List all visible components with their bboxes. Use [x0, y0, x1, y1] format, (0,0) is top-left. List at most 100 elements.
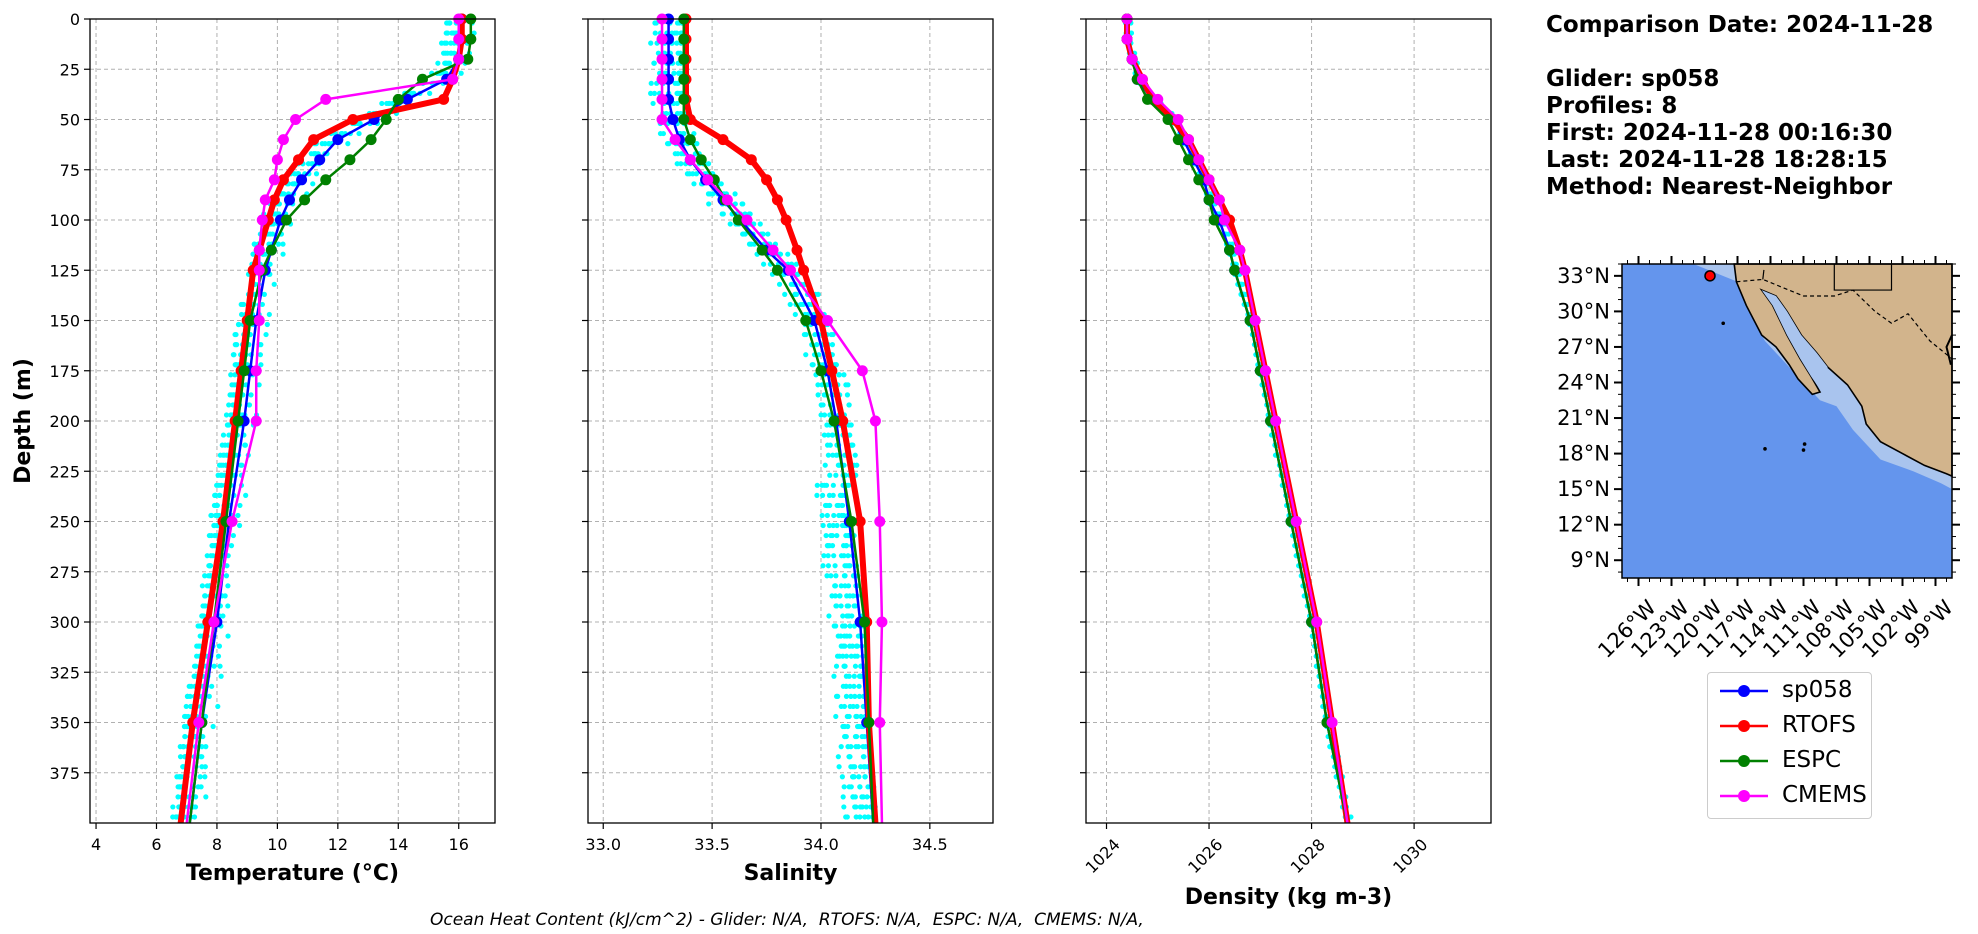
profile-point: [280, 251, 286, 257]
profile-point: [674, 40, 680, 46]
profile-point: [1128, 30, 1134, 36]
data-point-espc: [678, 33, 690, 45]
profile-point: [739, 201, 745, 207]
data-point-cmems: [1126, 53, 1138, 65]
profile-point: [674, 30, 680, 36]
legend-item-rtofs: RTOFS: [1714, 710, 1864, 740]
profile-point: [825, 543, 831, 549]
data-point-rtofs: [277, 174, 289, 186]
data-point-rtofs: [717, 134, 729, 146]
data-point-cmems: [669, 134, 681, 146]
profile-point: [833, 573, 839, 579]
profile-point: [814, 342, 820, 348]
profile-point: [843, 673, 850, 679]
profile-point: [857, 814, 863, 820]
profile-point: [843, 814, 849, 820]
profile-point: [841, 512, 847, 519]
profile-point: [848, 764, 854, 770]
profile-point: [838, 633, 844, 639]
profile-point: [788, 281, 794, 287]
profile-point: [847, 683, 853, 689]
profile-point: [224, 563, 230, 569]
data-point-cmems: [250, 365, 262, 377]
data-point-cmems: [1234, 244, 1246, 256]
data-point-espc: [299, 194, 311, 206]
profile-point: [854, 643, 860, 649]
data-point-cmems: [268, 174, 280, 186]
profile-point: [860, 794, 866, 800]
profile-point: [819, 512, 825, 519]
data-point-cmems: [1183, 134, 1195, 146]
profile-point: [194, 653, 200, 659]
profile-point: [220, 462, 226, 468]
profile-point: [822, 462, 828, 468]
profile-point: [258, 342, 264, 348]
profile-point: [311, 151, 317, 157]
x-tick-label: 33.0: [585, 835, 621, 854]
legend-swatch-espc: [1720, 755, 1768, 767]
data-point-cmems: [253, 315, 265, 326]
profile-point: [209, 683, 215, 689]
profile-point: [852, 804, 858, 810]
profile-point: [850, 593, 856, 599]
profile-point: [218, 673, 224, 679]
legend: sp058 RTOFS ESPC CMEMS: [1707, 672, 1872, 819]
profile-point: [192, 804, 199, 810]
profile-point: [258, 362, 264, 368]
data-point-cmems: [453, 33, 465, 45]
data-point-espc: [244, 315, 256, 326]
profile-point: [204, 553, 210, 559]
profile-point: [854, 462, 860, 468]
profile-point: [281, 191, 287, 197]
data-point-cmems: [226, 516, 238, 527]
last-time: Last: 2024-11-28 18:28:15: [1546, 147, 1888, 173]
profile-point: [824, 512, 830, 519]
y-tick-label: 50: [60, 111, 80, 130]
profile-point: [674, 110, 681, 117]
data-point-sp058: [332, 134, 344, 146]
series-line-rtofs: [1124, 19, 1351, 824]
profile-point: [824, 442, 831, 448]
map-state-line: [1833, 264, 1893, 291]
profile-point: [833, 603, 839, 609]
profile-point: [852, 653, 858, 659]
profile-point: [671, 70, 677, 76]
location-map: 33°N30°N27°N24°N21°N18°N15°N12°N9°N126°W…: [1557, 256, 1960, 663]
profile-point: [831, 673, 837, 679]
profile-point: [216, 462, 223, 468]
profile-point: [214, 502, 220, 509]
profile-point: [442, 60, 448, 66]
profile-point: [835, 462, 841, 468]
data-point-cmems: [822, 315, 834, 326]
data-point-espc: [280, 214, 292, 226]
profile-point: [853, 713, 859, 720]
profile-point: [843, 653, 850, 659]
map-lat-label: 27°N: [1557, 335, 1610, 359]
data-point-cmems: [453, 53, 465, 65]
map-lat-label: 33°N: [1557, 264, 1610, 288]
profile-point: [230, 532, 236, 539]
data-point-cmems: [253, 244, 265, 256]
profile-point: [842, 663, 848, 669]
y-tick-label: 25: [60, 60, 80, 79]
legend-label: sp058: [1782, 677, 1853, 703]
profile-point: [847, 563, 853, 569]
data-point-cmems: [856, 365, 868, 377]
profile-point: [237, 502, 243, 509]
profile-point: [863, 804, 869, 810]
profile-point: [862, 764, 868, 770]
profile-point: [776, 281, 783, 287]
profile-point: [850, 703, 856, 710]
profile-point: [248, 392, 254, 398]
data-point-cmems: [253, 264, 265, 276]
data-point-cmems: [1172, 114, 1184, 125]
profile-point: [832, 593, 838, 599]
profile-point: [291, 181, 297, 187]
data-point-espc: [678, 114, 690, 125]
map-lat-label: 15°N: [1557, 477, 1610, 501]
data-point-cmems: [256, 214, 268, 226]
profile-point: [212, 492, 218, 498]
series-line-sp058: [1125, 19, 1349, 824]
profile-point: [676, 90, 682, 96]
info-panel: Comparison Date: 2024-11-28 Glider: sp05…: [1546, 12, 1933, 201]
